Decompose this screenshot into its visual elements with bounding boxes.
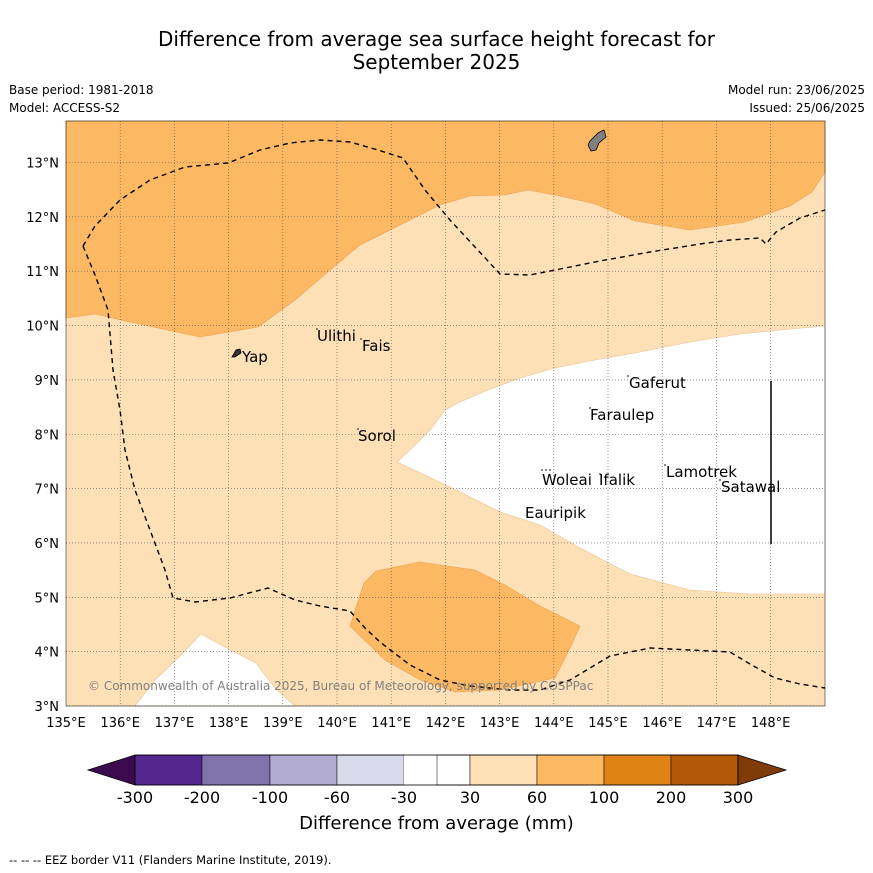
lat-tick-label: 4°N xyxy=(35,646,60,661)
base-period: Base period: 1981-2018 xyxy=(9,83,154,97)
place-label-lamotrek: Lamotrek xyxy=(666,463,737,481)
colorbar-tick-label: -300 xyxy=(116,788,154,807)
lon-tick-label: 136°E xyxy=(100,716,140,731)
guam-landmass xyxy=(587,129,607,152)
lat-tick-label: 13°N xyxy=(26,157,59,172)
colorbar-tick-label: 100 xyxy=(588,788,620,807)
colorbar-segment xyxy=(404,755,437,785)
place-label-ifalik: Ifalik xyxy=(599,471,635,489)
place-label-sorol: Sorol xyxy=(358,427,396,445)
high-anomaly-south xyxy=(349,561,581,693)
colorbar-segment xyxy=(603,754,672,786)
lon-tick-label: 135°E xyxy=(46,716,86,731)
title-line-2: September 2025 xyxy=(352,50,521,74)
place-label-gaferut: Gaferut xyxy=(629,374,686,392)
colorbar-title: Difference from average (mm) xyxy=(299,813,574,834)
place-markers xyxy=(316,328,721,481)
colorbar-segment xyxy=(336,754,405,786)
colorbar-tick-label: 300 xyxy=(722,788,754,807)
lon-tick-label: 139°E xyxy=(263,716,303,731)
colorbar-segment xyxy=(201,754,271,786)
lat-tick-label: 11°N xyxy=(26,265,59,280)
map-frame xyxy=(65,120,826,707)
place-label-faraulep: Faraulep xyxy=(590,406,654,424)
title-line-1: Difference from average sea surface heig… xyxy=(157,27,716,51)
longitude-axis-labels: 135°E 136°E 137°E 138°E 139°E 140°E 141°E 142°E… xyxy=(46,716,790,731)
copyright-watermark: © Commonwealth of Australia 2025, Bureau… xyxy=(88,679,593,693)
high-anomaly-north xyxy=(65,120,826,338)
place-label-ulithi: Ulithi xyxy=(317,327,356,345)
lon-tick-label: 141°E xyxy=(371,716,411,731)
colorbar-extend-high xyxy=(737,754,788,786)
colorbar-segment xyxy=(469,754,538,786)
latitude-axis-labels: 3°N 4°N 5°N 6°N 7°N 8°N 9°N 10°N 11°N 12°N 13°N xyxy=(26,157,59,716)
lat-tick-label: 9°N xyxy=(35,374,60,389)
place-label-eauripik: Eauripik xyxy=(525,504,586,522)
colorbar-segment xyxy=(269,754,338,786)
neutral-region-east xyxy=(396,325,826,595)
colorbar-outline xyxy=(134,754,739,786)
colorbar-tick-label: 30 xyxy=(459,788,481,807)
colorbar-tick-label: -200 xyxy=(183,788,221,807)
place-label-fais: Fais xyxy=(362,337,391,355)
colorbar xyxy=(86,754,788,786)
lon-tick-label: 145°E xyxy=(588,716,628,731)
lon-tick-label: 146°E xyxy=(642,716,682,731)
chart-title: Difference from average sea surface heig… xyxy=(0,28,873,74)
colorbar-segment xyxy=(536,754,605,786)
model-name: Model: ACCESS-S2 xyxy=(9,101,121,115)
lon-tick-label: 147°E xyxy=(697,716,737,731)
lat-tick-label: 10°N xyxy=(26,320,59,335)
lat-tick-label: 3°N xyxy=(35,700,60,715)
colorbar-tick-label: -60 xyxy=(323,788,351,807)
lon-tick-label: 142°E xyxy=(426,716,466,731)
lat-tick-label: 5°N xyxy=(35,591,60,606)
colorbar-segment xyxy=(134,754,203,786)
lon-tick-label: 137°E xyxy=(155,716,195,731)
meta-left: Base period: 1981-2018 Model: ACCESS-S2 xyxy=(9,81,154,117)
lon-tick-label: 140°E xyxy=(317,716,357,731)
lon-tick-label: 148°E xyxy=(751,716,791,731)
lon-tick-label: 144°E xyxy=(534,716,574,731)
meta-right: Model run: 23/06/2025 Issued: 25/06/2025 xyxy=(728,81,865,117)
lat-tick-label: 8°N xyxy=(35,428,60,443)
colorbar-segment xyxy=(436,754,471,786)
lat-tick-label: 6°N xyxy=(35,537,60,552)
footer-note: -- -- -- EEZ border V11 (Flanders Marine… xyxy=(9,853,332,867)
issued-date: Issued: 25/06/2025 xyxy=(749,101,865,115)
place-label-woleai: Woleai xyxy=(542,471,592,489)
colorbar-tick-label: -30 xyxy=(390,788,418,807)
colorbar-tick-label: 60 xyxy=(526,788,548,807)
yap-landmass xyxy=(231,348,242,358)
colorbar-tick-label: 200 xyxy=(655,788,687,807)
colorbar-segment xyxy=(670,754,739,786)
lat-tick-label: 12°N xyxy=(26,211,59,226)
lon-tick-label: 143°E xyxy=(480,716,520,731)
colorbar-extend-low xyxy=(86,754,136,786)
neutral-region-southwest xyxy=(134,633,296,707)
place-label-satawal: Satawal xyxy=(721,478,780,496)
eez-border-west xyxy=(82,139,826,276)
model-run: Model run: 23/06/2025 xyxy=(727,83,865,97)
eez-border-yap xyxy=(82,245,826,691)
lat-tick-label: 7°N xyxy=(35,483,60,498)
lon-tick-label: 138°E xyxy=(209,716,249,731)
place-label-yap: Yap xyxy=(241,348,268,366)
colorbar-tick-label: -100 xyxy=(251,788,289,807)
